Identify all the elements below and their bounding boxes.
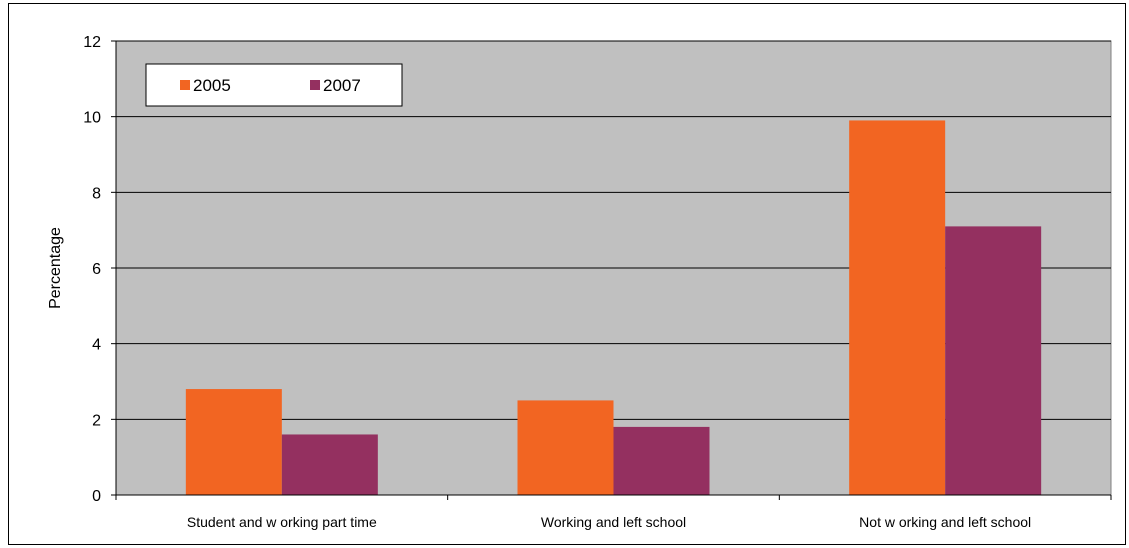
y-tick-label: 2 <box>92 412 101 429</box>
y-tick-label: 0 <box>92 488 101 505</box>
bar-2005-2 <box>517 400 614 495</box>
axes <box>111 40 1112 500</box>
x-category-label: Working and left school <box>541 514 686 530</box>
legend: 2005 2007 <box>145 63 403 107</box>
bar-2007-2 <box>613 426 710 495</box>
legend-swatch-2005 <box>180 80 190 90</box>
y-tick-label: 12 <box>83 34 101 51</box>
bar-2005-1 <box>185 389 282 495</box>
y-tick-label: 10 <box>83 110 101 127</box>
y-axis-title: Percentage <box>47 227 64 309</box>
x-category-label: Student and w orking part time <box>187 514 377 530</box>
legend-label-2005: 2005 <box>193 76 231 95</box>
x-category-label: Not w orking and left school <box>859 514 1031 530</box>
bar-2007-1 <box>281 434 378 495</box>
y-tick-labels: 0 2 4 6 8 10 12 <box>83 34 101 505</box>
y-tick-label: 4 <box>92 337 101 354</box>
y-tick-label: 6 <box>92 261 101 278</box>
x-category-labels: Student and w orking part time Working an… <box>187 514 1031 530</box>
bar-2007-3 <box>945 226 1042 495</box>
legend-label-2007: 2007 <box>323 76 361 95</box>
legend-swatch-2007 <box>310 80 320 90</box>
bars <box>185 120 1042 495</box>
y-tick-label: 8 <box>92 185 101 202</box>
bar-2005-3 <box>849 120 946 495</box>
